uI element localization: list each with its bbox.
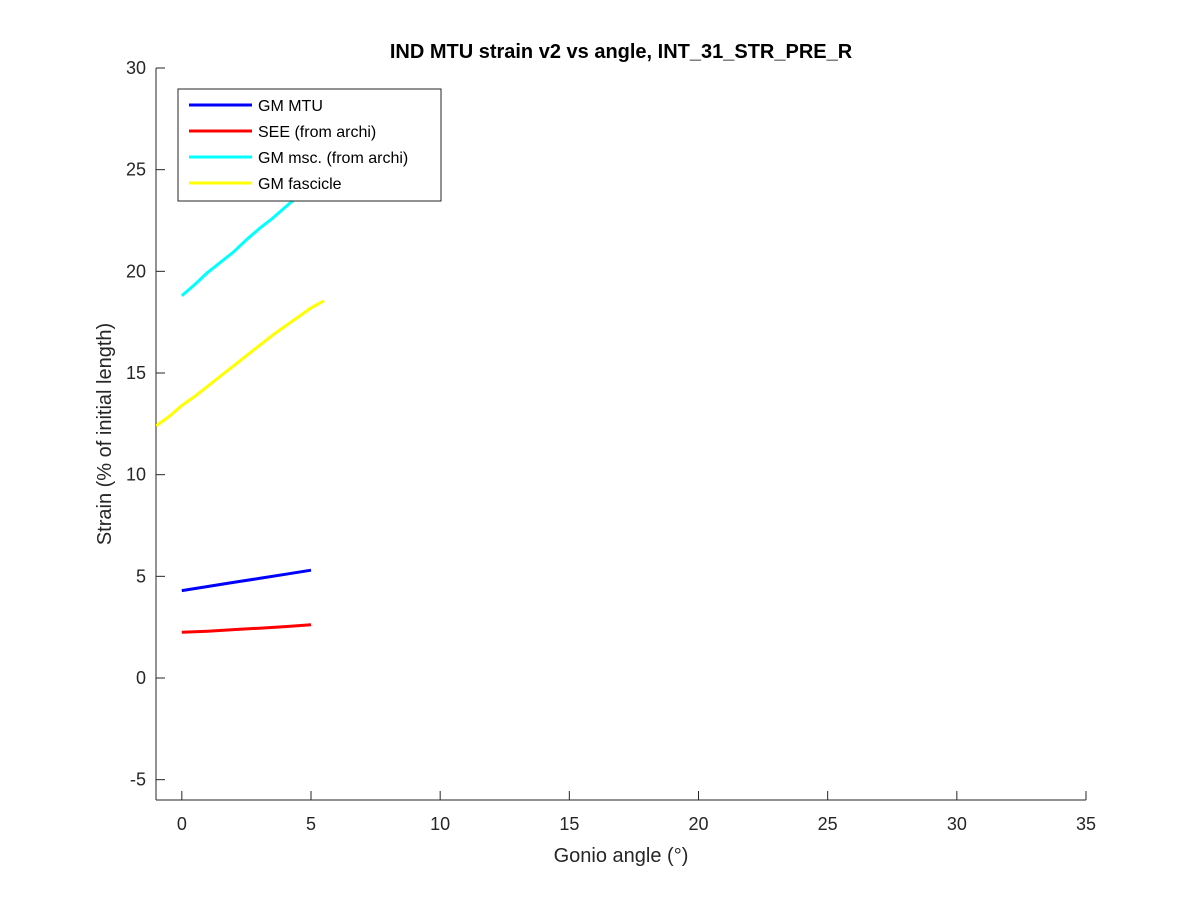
y-tick-label: 0: [136, 668, 146, 688]
y-tick-label: 15: [126, 363, 146, 383]
series-line-2: [181, 623, 312, 634]
axes: 0 5 10 15 20 25 30 35 -5 0 5 10 15 20 25 30: [126, 58, 1096, 834]
series-lines: [156, 194, 325, 634]
x-tick-label: 0: [177, 814, 187, 834]
y-tick-label: 25: [126, 160, 146, 180]
legend: GM MTU SEE (from archi) GM msc. (from arch…: [177, 88, 442, 202]
legend-entry: GM fascicle: [258, 176, 342, 193]
y-tick-label: 10: [126, 465, 146, 485]
y-tick-label: 30: [126, 58, 146, 78]
legend-entry: SEE (from archi): [258, 124, 376, 141]
x-tick-label: 5: [306, 814, 316, 834]
series-line-3: [180, 194, 300, 297]
x-tick-label: 20: [688, 814, 708, 834]
series-line-1: [181, 568, 312, 593]
x-tick-label: 35: [1076, 814, 1096, 834]
y-axis-label: Strain (% of initial length): [94, 323, 116, 545]
chart-title: IND MTU strain v2 vs angle, INT_31_STR_P…: [390, 41, 853, 63]
legend-entry: GM msc. (from archi): [258, 150, 408, 167]
x-tick-label: 10: [430, 814, 450, 834]
x-tick-label: 30: [947, 814, 967, 834]
x-tick-label: 25: [818, 814, 838, 834]
y-tick-label: 5: [136, 566, 146, 586]
y-tick-label: 20: [126, 261, 146, 281]
y-tick-label: -5: [130, 770, 146, 790]
x-axis-label: Gonio angle (°): [554, 845, 689, 867]
x-tick-label: 15: [559, 814, 579, 834]
series-line-4: [156, 299, 325, 428]
legend-entry: GM MTU: [258, 98, 323, 115]
